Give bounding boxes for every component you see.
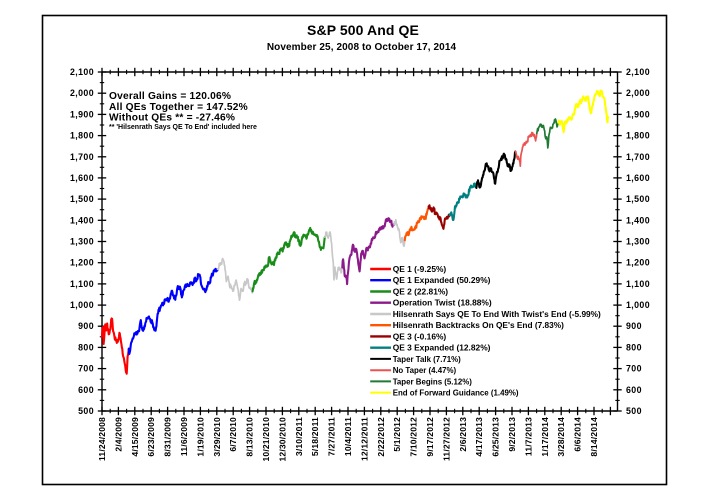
svg-text:1/17/2014: 1/17/2014 xyxy=(540,417,550,457)
svg-text:12/30/2010: 12/30/2010 xyxy=(277,417,287,462)
svg-text:8/31/2009: 8/31/2009 xyxy=(163,417,173,457)
svg-text:700: 700 xyxy=(626,364,642,374)
svg-text:1,700: 1,700 xyxy=(70,152,94,162)
svg-text:1,500: 1,500 xyxy=(626,194,650,204)
svg-text:2/22/2012: 2/22/2012 xyxy=(376,417,386,457)
svg-text:8/13/2010: 8/13/2010 xyxy=(245,417,255,457)
svg-text:1,300: 1,300 xyxy=(626,237,650,247)
svg-text:1,000: 1,000 xyxy=(626,300,650,310)
svg-text:11/27/2012: 11/27/2012 xyxy=(441,417,451,461)
svg-text:QE 3 Expanded (12.82%): QE 3 Expanded (12.82%) xyxy=(393,343,491,353)
svg-text:1,000: 1,000 xyxy=(70,300,94,310)
svg-text:1,100: 1,100 xyxy=(70,279,94,289)
svg-text:1,200: 1,200 xyxy=(626,258,650,268)
svg-text:7/10/2012: 7/10/2012 xyxy=(409,417,419,457)
svg-text:5/18/2011: 5/18/2011 xyxy=(310,417,320,456)
svg-text:4/15/2009: 4/15/2009 xyxy=(130,417,140,457)
svg-text:3/29/2010: 3/29/2010 xyxy=(212,417,222,457)
svg-text:2/4/2009: 2/4/2009 xyxy=(113,417,123,452)
svg-text:QE 1 Expanded (50.29%): QE 1 Expanded (50.29%) xyxy=(393,275,491,285)
svg-text:10/21/2010: 10/21/2010 xyxy=(261,417,271,462)
svg-text:11/24/2008: 11/24/2008 xyxy=(97,417,107,461)
svg-text:1,800: 1,800 xyxy=(70,131,94,141)
svg-text:Hilsenrath Backtracks On QE's: Hilsenrath Backtracks On QE's End (7.83%… xyxy=(393,320,564,330)
svg-text:1/19/2010: 1/19/2010 xyxy=(195,417,205,457)
svg-text:QE 1 (-9.25%): QE 1 (-9.25%) xyxy=(393,264,447,274)
svg-text:1,400: 1,400 xyxy=(626,215,650,225)
svg-text:800: 800 xyxy=(78,342,94,352)
svg-text:600: 600 xyxy=(626,385,642,395)
svg-text:1,400: 1,400 xyxy=(70,215,94,225)
svg-text:5/1/2012: 5/1/2012 xyxy=(392,417,402,452)
svg-text:9/17/2012: 9/17/2012 xyxy=(425,417,435,457)
svg-text:Taper Begins (5.12%): Taper Begins (5.12%) xyxy=(393,377,473,386)
svg-text:600: 600 xyxy=(78,385,94,395)
svg-text:1,600: 1,600 xyxy=(626,173,650,183)
svg-text:End of Forward Guidance (1.49%: End of Forward Guidance (1.49%) xyxy=(393,389,519,398)
svg-text:Overall Gains = 120.06%: Overall Gains = 120.06% xyxy=(109,91,231,102)
svg-text:1,900: 1,900 xyxy=(626,109,650,119)
svg-text:1,900: 1,900 xyxy=(70,109,94,119)
svg-text:800: 800 xyxy=(626,342,642,352)
svg-text:November 25, 2008 to October 1: November 25, 2008 to October 17, 2014 xyxy=(267,42,457,53)
svg-text:6/23/2009: 6/23/2009 xyxy=(146,417,156,457)
svg-text:11/7/2013: 11/7/2013 xyxy=(523,417,533,456)
svg-text:1,500: 1,500 xyxy=(70,194,94,204)
svg-text:** 'Hilsenrath Says QE To End': ** 'Hilsenrath Says QE To End' included … xyxy=(109,124,257,131)
svg-text:2,100: 2,100 xyxy=(70,67,94,77)
svg-text:500: 500 xyxy=(78,406,94,416)
svg-text:10/4/2011: 10/4/2011 xyxy=(343,417,353,456)
svg-text:3/10/2011: 3/10/2011 xyxy=(294,417,304,456)
svg-text:1,200: 1,200 xyxy=(70,258,94,268)
svg-text:9/2/2013: 9/2/2013 xyxy=(507,417,517,452)
svg-text:1,700: 1,700 xyxy=(626,152,650,162)
svg-text:7/27/2011: 7/27/2011 xyxy=(327,417,337,456)
svg-text:S&P 500 And QE: S&P 500 And QE xyxy=(307,22,419,38)
svg-text:Taper Talk (7.71%): Taper Talk (7.71%) xyxy=(393,355,461,364)
svg-text:All QEs Together = 147.52%: All QEs Together = 147.52% xyxy=(109,102,248,113)
svg-text:6/7/2010: 6/7/2010 xyxy=(228,417,238,452)
svg-text:2,100: 2,100 xyxy=(626,67,650,77)
svg-text:4/17/2013: 4/17/2013 xyxy=(474,417,484,457)
svg-text:6/6/2014: 6/6/2014 xyxy=(573,417,583,452)
svg-text:Without QEs ** = -27.46%: Without QEs ** = -27.46% xyxy=(109,113,235,124)
svg-text:900: 900 xyxy=(626,321,642,331)
svg-text:QE 2 (22.81%): QE 2 (22.81%) xyxy=(393,287,449,297)
svg-text:No Taper (4.47%): No Taper (4.47%) xyxy=(393,366,457,375)
svg-text:700: 700 xyxy=(78,364,94,374)
svg-text:12/12/2011: 12/12/2011 xyxy=(359,417,369,461)
svg-text:900: 900 xyxy=(78,321,94,331)
svg-text:6/25/2013: 6/25/2013 xyxy=(491,417,501,457)
svg-text:1,600: 1,600 xyxy=(70,173,94,183)
svg-text:2,000: 2,000 xyxy=(70,88,94,98)
svg-text:500: 500 xyxy=(626,406,642,416)
svg-text:1,300: 1,300 xyxy=(70,237,94,247)
svg-text:QE 3 (-0.16%): QE 3 (-0.16%) xyxy=(393,331,447,341)
svg-text:Hilsenrath Says QE To End With: Hilsenrath Says QE To End With Twist's E… xyxy=(393,309,601,319)
svg-text:1,800: 1,800 xyxy=(626,131,650,141)
svg-text:3/28/2014: 3/28/2014 xyxy=(556,417,566,457)
svg-text:11/6/2009: 11/6/2009 xyxy=(179,417,189,456)
svg-text:2/6/2013: 2/6/2013 xyxy=(458,417,468,452)
svg-text:2,000: 2,000 xyxy=(626,88,650,98)
svg-text:8/14/2014: 8/14/2014 xyxy=(589,417,599,457)
svg-text:1,100: 1,100 xyxy=(626,279,650,289)
svg-text:Operation Twist (18.88%): Operation Twist (18.88%) xyxy=(393,298,492,308)
